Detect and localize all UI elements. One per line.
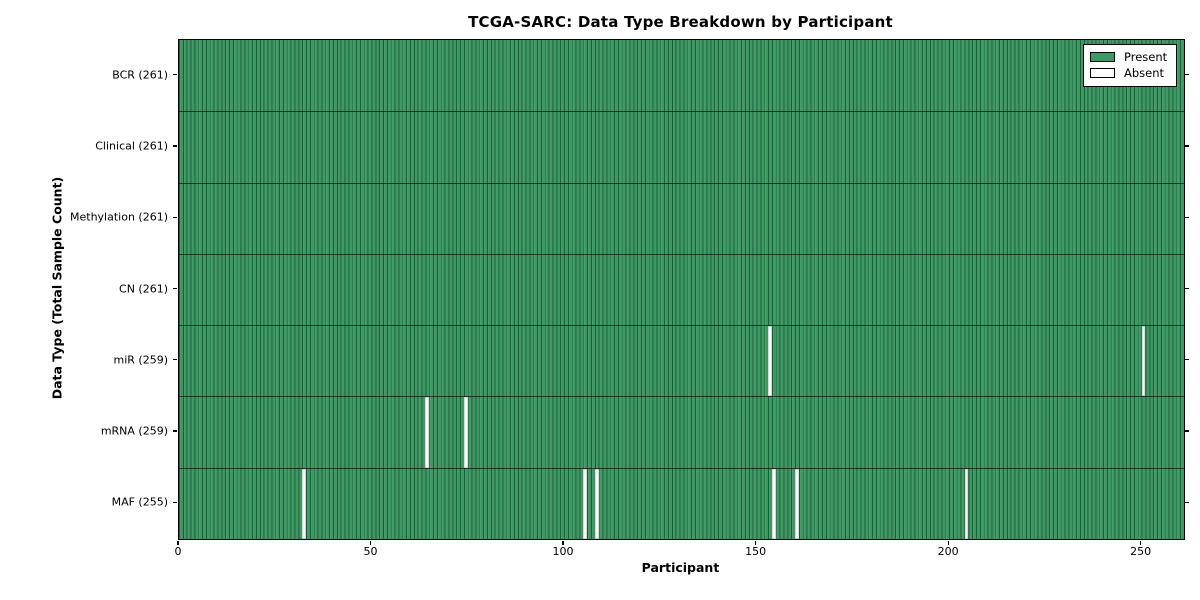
x-tick-mark <box>562 540 564 545</box>
xtick-label-150: 150 <box>745 545 767 558</box>
y-tick-mark <box>172 501 177 503</box>
y-tick-mark <box>172 216 177 218</box>
ytick-label-clinical: Clinical (261) <box>95 139 168 153</box>
ytick-label-bcr: BCR (261) <box>112 68 168 82</box>
xtick-label-200: 200 <box>937 545 959 558</box>
legend-item-absent: Absent <box>1090 65 1169 81</box>
absent-cell <box>583 468 588 539</box>
y-tick-mark <box>172 430 177 432</box>
absent-cell <box>594 468 599 539</box>
absent-cell <box>795 468 799 539</box>
y-tick-mark <box>172 359 177 361</box>
x-tick-mark <box>947 540 949 545</box>
legend-item-present: Present <box>1090 49 1169 65</box>
legend-label: Absent <box>1124 66 1165 80</box>
heatmap-row-mir <box>179 325 1184 397</box>
absent-cell <box>463 397 468 468</box>
y-tick-mark <box>1184 501 1189 503</box>
xtick-label-250: 250 <box>1130 545 1152 558</box>
ytick-label-mrna: mRNA (259) <box>100 424 168 438</box>
legend-swatch-absent-icon <box>1090 68 1115 78</box>
y-tick-mark <box>1184 430 1189 432</box>
x-tick-mark <box>1140 540 1142 545</box>
absent-cell <box>302 468 307 539</box>
heatmap-row-mrna <box>179 396 1184 468</box>
absent-cell <box>425 397 430 468</box>
y-tick-mark <box>172 287 177 290</box>
ytick-label-cn: CN (261) <box>119 282 168 295</box>
x-tick-mark <box>754 540 757 545</box>
absent-cell <box>964 468 969 539</box>
absent-cell <box>1141 326 1146 397</box>
ytick-label-maf: MAF (255) <box>111 495 168 509</box>
legend: Present Absent <box>1083 44 1177 87</box>
heatmap-row-methylation <box>179 182 1184 254</box>
heatmap-row-cn <box>179 253 1184 326</box>
y-tick-mark <box>1184 74 1189 76</box>
plot-area <box>178 39 1185 540</box>
ytick-label-mir: miR (259) <box>113 353 169 367</box>
x-tick-mark <box>177 540 179 545</box>
y-tick-mark <box>1184 287 1189 290</box>
heatmap-row-bcr <box>179 40 1184 112</box>
xtick-label-0: 0 <box>174 545 182 558</box>
x-axis-label: Participant <box>641 560 720 575</box>
legend-swatch-present-icon <box>1090 52 1115 62</box>
x-tick-mark <box>369 540 372 545</box>
y-axis-label: Data Type (Total Sample Count) <box>49 176 65 400</box>
y-tick-mark <box>1184 359 1189 361</box>
heatmap-row-clinical <box>179 111 1184 183</box>
xtick-label-50: 50 <box>363 545 378 558</box>
legend-label: Present <box>1124 50 1168 64</box>
y-tick-mark <box>1184 145 1189 147</box>
y-tick-mark <box>1184 216 1189 218</box>
y-tick-mark <box>172 74 177 76</box>
ytick-label-methylation: Methylation (261) <box>70 210 168 224</box>
chart-title: TCGA-SARC: Data Type Breakdown by Partic… <box>468 13 893 31</box>
y-tick-mark <box>172 145 177 147</box>
absent-cell <box>768 326 772 397</box>
absent-cell <box>771 468 776 539</box>
xtick-label-100: 100 <box>552 545 574 558</box>
heatmap-row-maf <box>179 467 1184 539</box>
